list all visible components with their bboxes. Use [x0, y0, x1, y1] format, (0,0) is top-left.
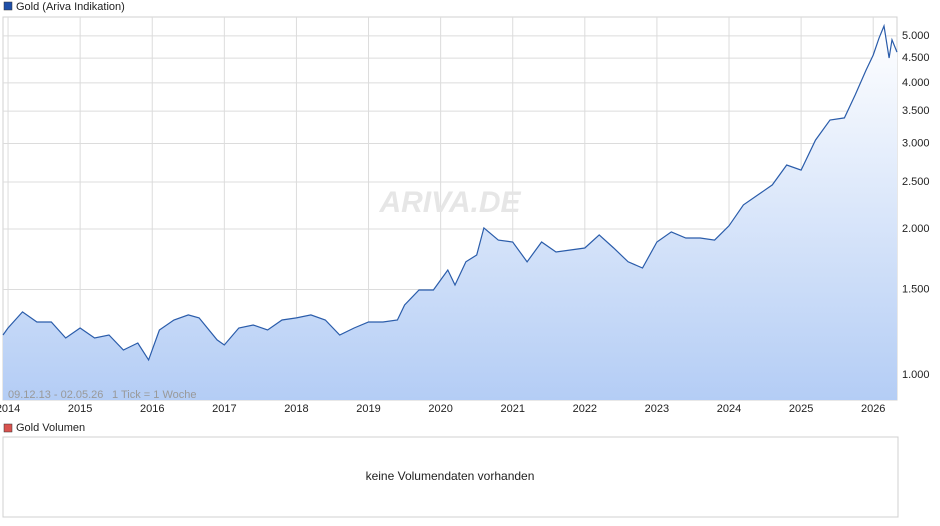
y-tick-label: 3.000 — [902, 137, 930, 149]
y-tick-label: 5.000 — [902, 30, 930, 42]
x-tick-label: 2014 — [0, 403, 20, 415]
x-tick-label: 2020 — [428, 403, 452, 415]
range-label: 09.12.13 - 02.05.26 — [8, 389, 103, 401]
y-tick-label: 2.500 — [902, 176, 930, 188]
line — [2, 23, 898, 362]
x-tick-label: 2017 — [212, 403, 236, 415]
plot — [2, 23, 898, 400]
volume-legend-swatch — [3, 423, 13, 433]
x-tick-label: 2022 — [573, 403, 597, 415]
volume-title: Gold Volumen — [16, 422, 85, 434]
y-tick-label: 2.000 — [902, 223, 930, 235]
x-tick-label: 2023 — [645, 403, 669, 415]
x-tick-label: 2015 — [68, 403, 92, 415]
x-tick-label: 2024 — [717, 403, 741, 415]
volume-message: keine Volumendaten vorhanden — [366, 469, 535, 483]
y-tick-label: 4.000 — [902, 77, 930, 89]
tick-note: 1 Tick = 1 Woche — [112, 389, 196, 401]
watermark: ARIVA.DE — [378, 186, 521, 219]
x-tick-label: 2019 — [356, 403, 380, 415]
legend-swatch — [3, 1, 13, 11]
y-tick-label: 1.500 — [902, 283, 930, 295]
x-tick-label: 2016 — [140, 403, 164, 415]
y-tick-label: 1.000 — [902, 369, 930, 381]
y-tick-label: 3.500 — [902, 105, 930, 117]
x-tick-label: 2025 — [789, 403, 813, 415]
y-tick-label: 4.500 — [902, 52, 930, 64]
volume-panel — [2, 436, 899, 518]
x-tick-label: 2021 — [500, 403, 524, 415]
area — [3, 26, 897, 400]
x-tick-label: 2026 — [861, 403, 885, 415]
x-tick-label: 2018 — [284, 403, 308, 415]
legend-label: Gold (Ariva Indikation) — [16, 1, 125, 13]
